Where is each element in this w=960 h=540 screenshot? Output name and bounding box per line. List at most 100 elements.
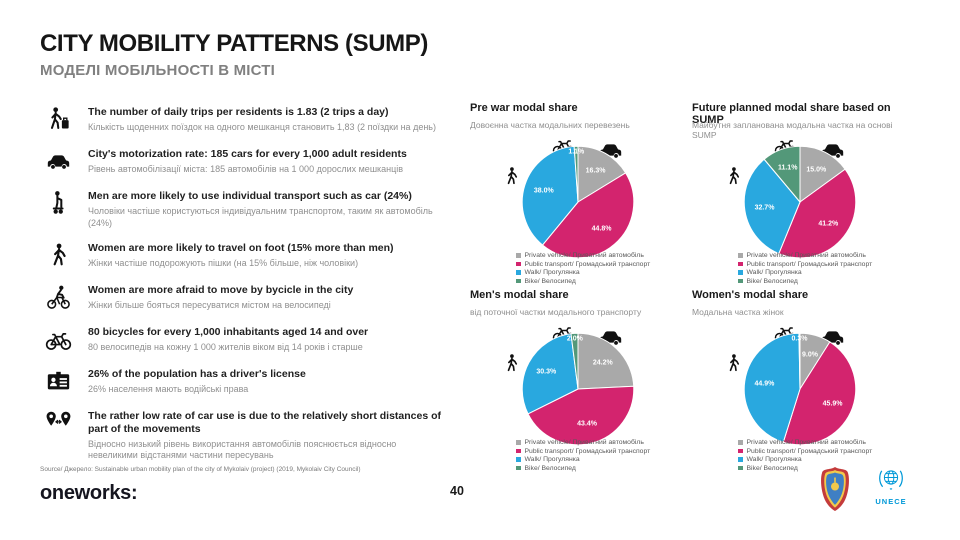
legend-bullet <box>516 457 521 462</box>
pedestrian-icon <box>723 353 744 374</box>
legend-bullet <box>738 261 743 267</box>
fact-text-en: Men are more likely to use individual tr… <box>88 190 412 202</box>
legend-bullet <box>738 465 743 471</box>
slice-label: 44.8% <box>591 225 612 233</box>
slice-label: 41.2% <box>818 220 839 228</box>
slice-label: 38.0% <box>533 187 554 195</box>
slice-label: 15.0% <box>806 166 827 174</box>
fact-text-en: Women are more afraid to move by bycicle… <box>88 283 354 296</box>
legend-item: Bike/ Велосипед <box>738 465 872 472</box>
fact-item: The rather low rate of car use is due to… <box>40 410 445 463</box>
legend-item: Bike/ Велосипед <box>738 278 872 285</box>
legend-bullet <box>516 448 521 454</box>
slice-label: 1.1% <box>568 148 585 156</box>
fact-text-uk: Рівень автомобілізації міста: 185 автомо… <box>88 164 404 175</box>
oneworks-logo: oneworks: <box>40 482 138 504</box>
chart-subtitle: від поточної частки модального транспорт… <box>470 307 642 317</box>
legend-bullet <box>738 448 743 454</box>
fact-text-en: 80 bicycles for every 1,000 inhabitants … <box>88 325 369 338</box>
pie: 24.2% 43.4% 30.3% 2.0% <box>520 331 636 447</box>
slice-label: 11.1% <box>777 164 798 172</box>
fact-text-en: City's motorization rate: 185 cars for e… <box>88 148 407 160</box>
legend-bullet <box>738 440 743 445</box>
fact-item: 26% of the population has a driver's lic… <box>40 368 445 398</box>
legend-label: Private vehicle/ Приватний автомобіль <box>746 439 866 446</box>
legend-label: Walk/ Прогулянка <box>524 456 580 463</box>
page-number: 40 <box>450 484 464 498</box>
slice-label: 30.3% <box>536 368 557 376</box>
legend-label: Bike/ Велосипед <box>746 277 798 285</box>
source-note: Source/ Джерело: Sustainable urban mobil… <box>40 466 361 473</box>
pie: 16.3% 44.8% 38.0% 1.1% <box>520 144 636 260</box>
slice-label: 32.7% <box>754 204 775 211</box>
fact-item: Men are more likely to use individual tr… <box>40 190 445 230</box>
slice-label: 2.0% <box>566 335 583 343</box>
chart-title: Future planned modal share based on SUMP <box>692 102 891 126</box>
fact-text-uk: Жінки більше бояться пересуватися містом… <box>88 299 331 310</box>
legend-label: Bike/ Велосипед <box>524 277 576 285</box>
pie-chart: Pre war modal share Довоєнна частка мода… <box>468 100 690 287</box>
fact-text-uk: Відносно низький рівень використання авт… <box>88 438 397 461</box>
fact-text-en: The number of daily trips per residents … <box>88 106 389 118</box>
legend-label: Public transport/ Громадський транспорт <box>746 447 873 455</box>
unece-logo: UNECE <box>868 466 914 506</box>
pie-chart: Future planned modal share based on SUMP… <box>690 100 912 287</box>
charts-grid: Pre war modal share Довоєнна частка мода… <box>468 100 912 474</box>
fact-text-uk: 80 велосипедів на кожну 1 000 жителів ві… <box>88 341 363 352</box>
legend-label: Bike/ Велосипед <box>524 464 576 472</box>
legend-label: Bike/ Велосипед <box>746 464 798 472</box>
fact-item: City's motorization rate: 185 cars for e… <box>40 148 445 178</box>
pedestrian-icon <box>40 242 76 269</box>
id-card-icon <box>40 368 76 395</box>
chart-title: Women's modal share <box>692 289 809 301</box>
legend-label: Walk/ Прогулянка <box>746 456 802 463</box>
legend-bullet <box>738 253 743 258</box>
fact-text-uk: Чоловіки частіше користуються індивідуал… <box>88 206 433 228</box>
legend-item: Private vehicle/ Приватний автомобіль <box>738 439 872 446</box>
legend-label: Walk/ Прогулянка <box>524 269 580 276</box>
mykolaiv-coat-of-arms <box>818 466 852 517</box>
legend-item: Walk/ Прогулянка <box>738 456 872 463</box>
traveler-icon <box>40 106 76 133</box>
unece-label: UNECE <box>875 497 907 506</box>
chart-title: Pre war modal share <box>470 102 578 114</box>
slice-label: 24.2% <box>592 359 613 367</box>
pedestrian-icon <box>501 166 522 187</box>
legend-bullet <box>738 270 743 275</box>
bike-icon <box>40 326 76 353</box>
legend-item: Walk/ Прогулянка <box>738 269 872 276</box>
segway-icon <box>40 190 76 217</box>
legend-label: Public transport/ Громадський транспорт <box>524 260 651 268</box>
legend-bullet <box>738 278 743 284</box>
legend-bullet <box>738 457 743 462</box>
distance-icon <box>40 410 76 437</box>
fact-text-en: The rather low rate of car use is due to… <box>88 409 442 435</box>
legend-bullet <box>516 270 521 275</box>
legend-item: Public transport/ Громадський транспорт <box>738 448 872 455</box>
legend-label: Private vehicle/ Приватний автомобіль <box>524 252 644 259</box>
legend-label: Public transport/ Громадський транспорт <box>524 447 651 455</box>
pie-chart: Men's modal share від поточної частки мо… <box>468 287 690 474</box>
fact-item: Women are more likely to travel on foot … <box>40 242 445 272</box>
legend-item: Walk/ Прогулянка <box>516 456 650 463</box>
page-subtitle: МОДЕЛІ МОБІЛЬНОСТІ В МІСТІ <box>40 62 276 79</box>
fact-text-uk: Жінки частіше подорожують пішки (на 15% … <box>88 257 359 268</box>
slice-label: 44.9% <box>754 380 775 388</box>
slice-label: 43.4% <box>577 420 598 428</box>
slice-label: 9.0% <box>802 351 818 358</box>
pie: 15.0% 41.2% 32.7% 11.1% <box>742 144 858 260</box>
legend-bullet <box>516 465 521 471</box>
legend-label: Walk/ Прогулянка <box>746 269 802 276</box>
chart-legend: Private vehicle/ Приватний автомобіль Pub… <box>516 252 650 286</box>
fact-item: 80 bicycles for every 1,000 inhabitants … <box>40 326 445 356</box>
footer-logos: UNECE <box>818 466 914 517</box>
legend-label: Private vehicle/ Приватний автомобіль <box>746 252 866 259</box>
legend-bullet <box>516 278 521 284</box>
legend-item: Bike/ Велосипед <box>516 465 650 472</box>
legend-label: Public transport/ Громадський транспорт <box>746 260 873 268</box>
legend-bullet <box>516 253 521 258</box>
pedestrian-icon <box>501 353 522 374</box>
fact-text-uk: 26% населення мають водійські права <box>88 383 249 394</box>
chart-subtitle: Майбутня запланована модальна частка на … <box>692 120 893 140</box>
